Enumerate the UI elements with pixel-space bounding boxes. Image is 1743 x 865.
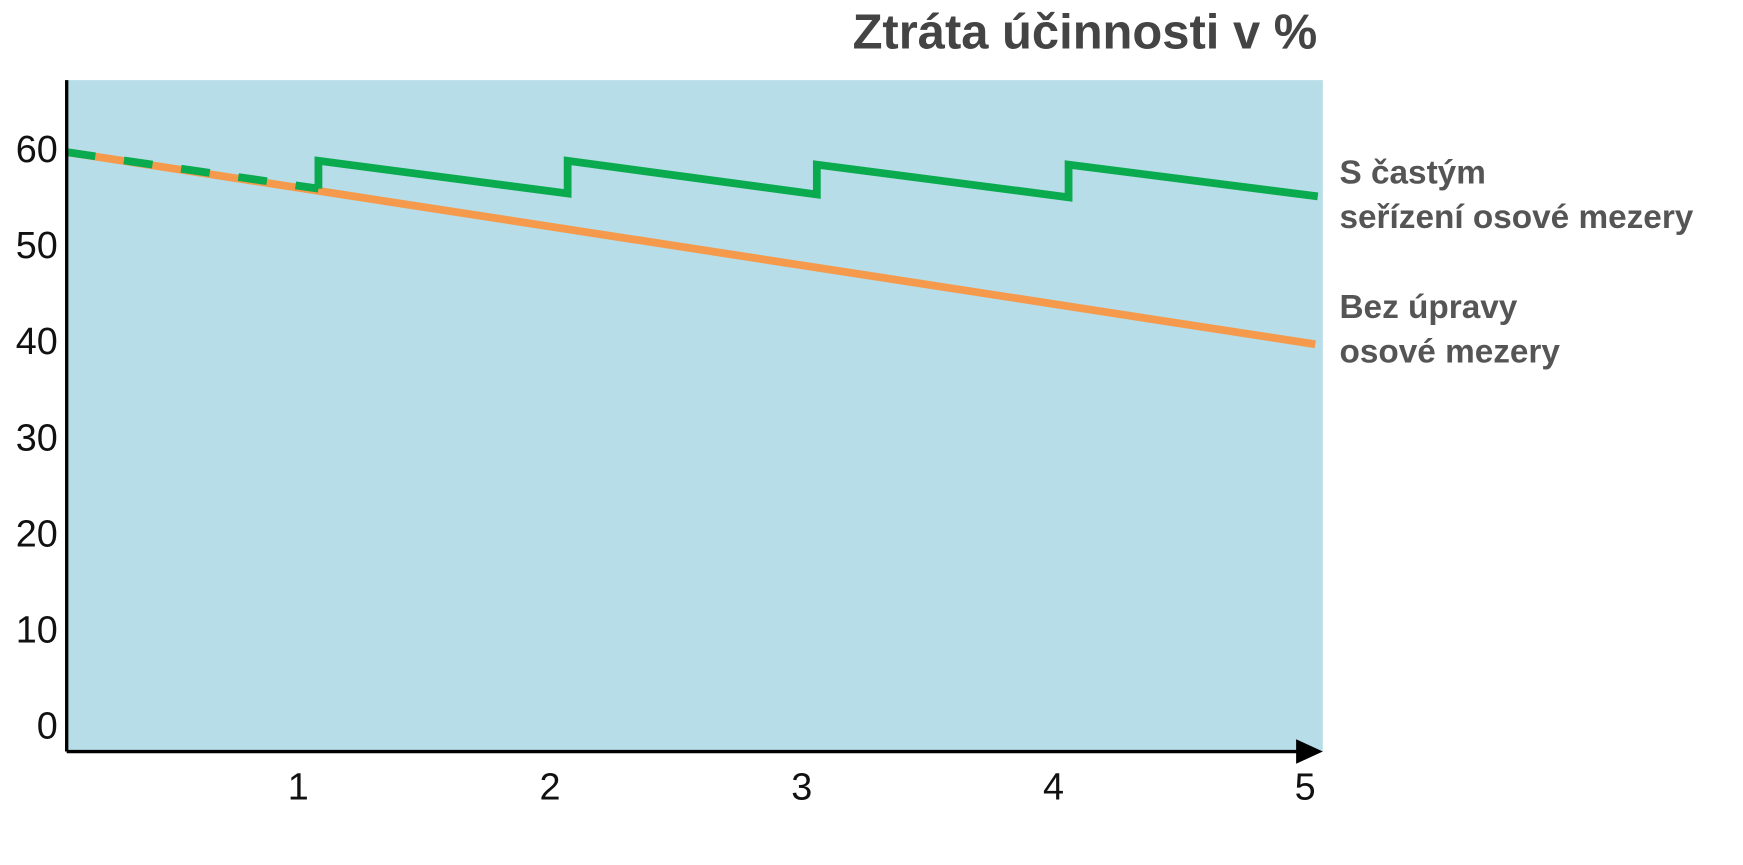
x-tick-label: 2 [540, 766, 561, 808]
legend-line: S častým [1339, 154, 1485, 191]
line [66, 148, 1316, 349]
x-tick-label: 4 [1043, 766, 1064, 808]
y-tick-label: 20 [16, 513, 58, 555]
x-tick-label: 1 [288, 766, 309, 808]
y-tick-label: 60 [16, 129, 58, 171]
chart-title: Ztráta účinnosti v % [853, 6, 1318, 60]
y-tick-label: 0 [37, 705, 58, 747]
x-axis-arrow [1296, 739, 1323, 764]
y-tick-label: 30 [16, 417, 58, 459]
x-tick-label: 3 [791, 766, 812, 808]
plot-background [66, 80, 1323, 752]
line [66, 148, 319, 193]
legend-line: osové mezery [1339, 333, 1560, 370]
line [314, 156, 1319, 202]
y-tick-label: 50 [16, 225, 58, 267]
legend-label: Bez úpravy osové mezery [1339, 289, 1560, 370]
legend-line: seřízení osové mezery [1339, 199, 1693, 236]
legend-label: S častým seřízení osové mezery [1339, 154, 1693, 235]
x-tick-label: 5 [1295, 766, 1316, 808]
y-tick-label: 10 [16, 609, 58, 651]
legend-line: Bez úpravy [1339, 289, 1517, 326]
y-tick-label: 40 [16, 321, 58, 363]
